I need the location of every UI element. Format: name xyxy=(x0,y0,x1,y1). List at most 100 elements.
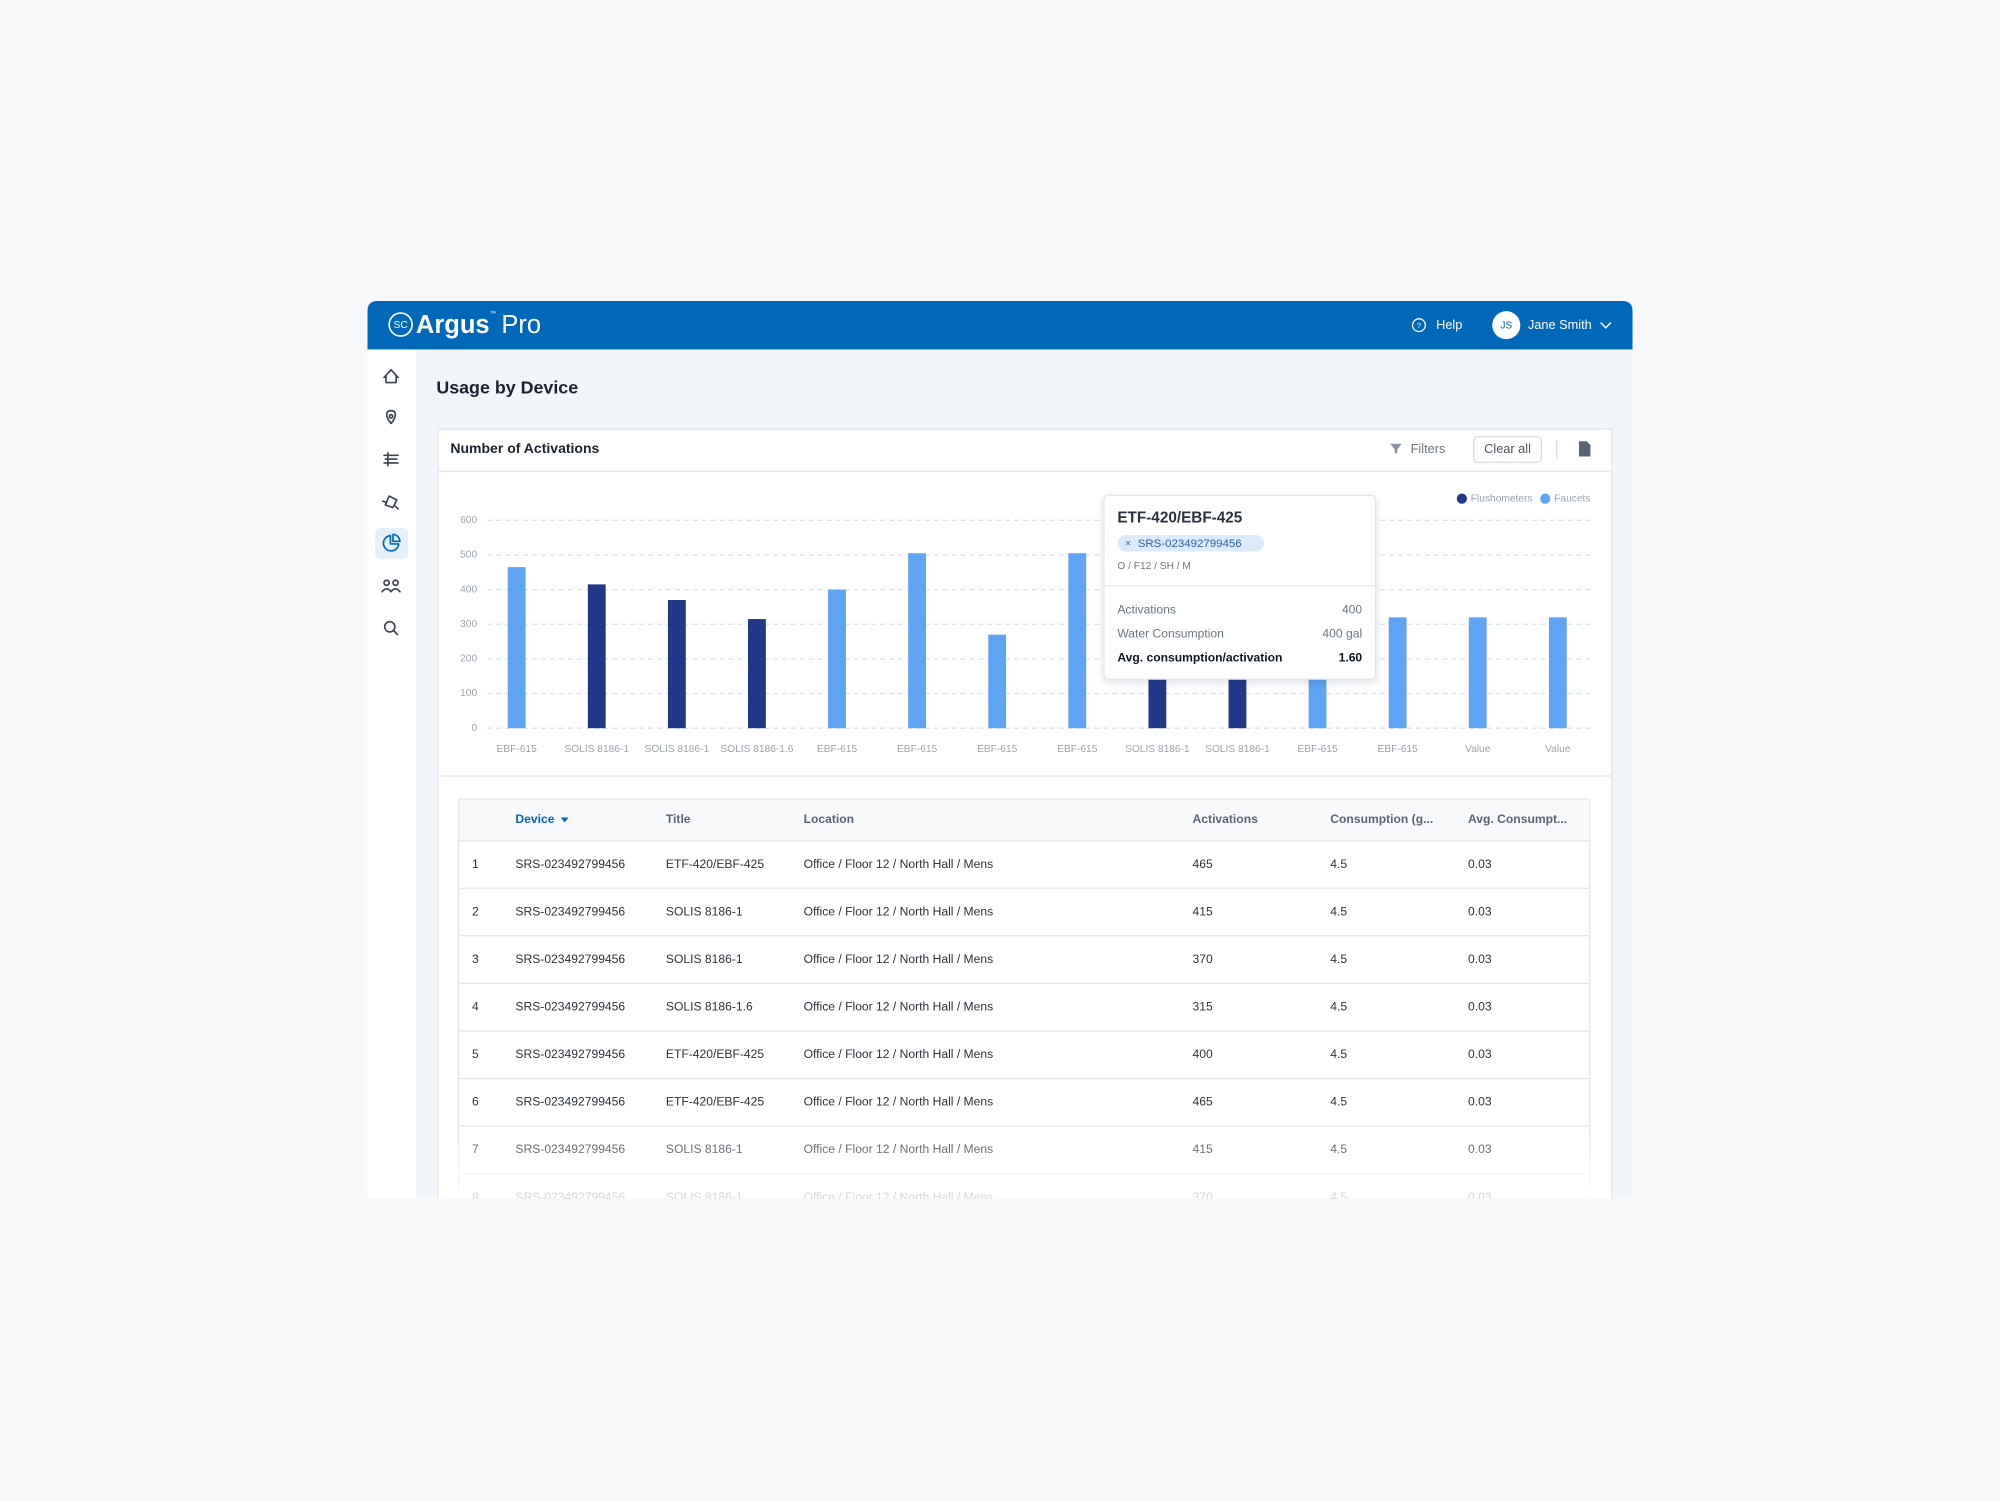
tooltip-row-value: 400 xyxy=(1342,602,1362,616)
table-cell: 465 xyxy=(1193,857,1213,871)
table-cell: SRS-023492799456 xyxy=(515,1047,625,1061)
sort-caret[interactable] xyxy=(560,817,569,823)
table-cell: SOLIS 8186-1.6 xyxy=(666,1000,753,1014)
clear-all-label: Clear all xyxy=(1484,441,1531,456)
table-cell: 6 xyxy=(472,1095,479,1109)
nav-devices[interactable] xyxy=(383,451,399,467)
filters-button[interactable]: Filters xyxy=(1411,441,1446,456)
y-tick-label: 500 xyxy=(460,550,477,561)
bar[interactable] xyxy=(1548,617,1567,729)
x-tick-label: Value xyxy=(1465,744,1491,755)
logo-suffix: Pro xyxy=(501,311,541,339)
bar[interactable] xyxy=(507,567,526,729)
table-cell: ETF-420/EBF-425 xyxy=(666,1095,765,1109)
legend-swatch xyxy=(1540,493,1551,504)
export-button[interactable] xyxy=(1578,441,1591,457)
table-cell: SOLIS 8186-1 xyxy=(666,904,743,918)
logo-badge-ring xyxy=(388,312,413,337)
legend-label: Faucets xyxy=(1554,493,1590,504)
table-cell: 0.03 xyxy=(1468,952,1492,966)
page-title: Usage by Device xyxy=(436,378,578,398)
table-cell: SOLIS 8186-1 xyxy=(666,952,743,966)
x-tick-label: EBF-615 xyxy=(1057,744,1098,755)
x-tick-label: EBF-615 xyxy=(897,744,938,755)
help-link[interactable]: Help xyxy=(1436,317,1462,332)
bar[interactable] xyxy=(908,553,927,729)
tooltip-rows: Activations 400 Water Consumption 400 gal Av… xyxy=(1117,602,1362,664)
table-cell: 4 xyxy=(472,1000,479,1014)
table-cell: 3 xyxy=(472,952,479,966)
column-header[interactable]: Device xyxy=(515,812,554,826)
table-cell: SRS-023492799456 xyxy=(515,904,625,918)
bar[interactable] xyxy=(988,634,1007,729)
x-tick-label: EBF-615 xyxy=(497,744,538,755)
avatar[interactable] xyxy=(1492,311,1521,340)
chip-remove[interactable]: × xyxy=(1125,539,1131,550)
column-header[interactable]: Location xyxy=(804,812,854,826)
logo-mark: ™ xyxy=(490,310,496,317)
x-tick-label: EBF-615 xyxy=(1297,744,1338,755)
filter-icon xyxy=(1390,443,1402,454)
nav-locations[interactable] xyxy=(385,409,397,425)
sidebar xyxy=(367,349,416,1199)
table-cell: Office / Floor 12 / North Hall / Mens xyxy=(804,904,994,918)
y-tick-label: 600 xyxy=(460,515,477,526)
avatar-initials: JS xyxy=(1500,321,1512,332)
nav-alerts[interactable] xyxy=(381,495,399,510)
user-name[interactable]: Jane Smith xyxy=(1528,317,1592,332)
y-tick-label: 100 xyxy=(460,688,477,699)
bar[interactable] xyxy=(1068,553,1087,729)
nav-search[interactable] xyxy=(383,620,399,636)
table-cell: 0.03 xyxy=(1468,857,1492,871)
column-header[interactable]: Consumption (g... xyxy=(1330,812,1433,826)
scroll-fade xyxy=(438,1122,1611,1199)
table-row[interactable] xyxy=(459,1032,1589,1079)
table-cell: SRS-023492799456 xyxy=(515,1000,625,1014)
clear-all-button[interactable] xyxy=(1473,436,1542,463)
tooltip-row-label: Activations xyxy=(1117,602,1176,616)
y-tick-label: 200 xyxy=(460,654,477,665)
table-header xyxy=(459,799,1590,841)
nav-home[interactable] xyxy=(383,369,399,384)
table-row[interactable] xyxy=(459,937,1589,984)
help-icon[interactable] xyxy=(1411,318,1426,333)
x-tick-label: SOLIS 8186-1 xyxy=(1205,744,1270,755)
bar[interactable] xyxy=(1468,617,1487,729)
user-menu-chevron[interactable] xyxy=(1600,322,1612,329)
table-cell: Office / Floor 12 / North Hall / Mens xyxy=(804,1000,994,1014)
table-cell: SRS-023492799456 xyxy=(515,1095,625,1109)
bar[interactable] xyxy=(1388,617,1407,729)
top-bar xyxy=(367,300,1633,350)
table-cell: SRS-023492799456 xyxy=(515,952,625,966)
nav-reports[interactable] xyxy=(382,533,401,552)
table-cell: 4.5 xyxy=(1330,904,1347,918)
bar[interactable] xyxy=(748,619,766,729)
tooltip-row-value: 400 gal xyxy=(1322,626,1362,640)
tooltip-row-label: Avg. consumption/activation xyxy=(1117,650,1282,664)
bar[interactable] xyxy=(667,599,686,729)
nav-users[interactable] xyxy=(381,579,401,593)
column-header[interactable]: Avg. Consumpt... xyxy=(1468,812,1567,826)
table-row[interactable] xyxy=(459,984,1589,1031)
help-icon-glyph: ? xyxy=(1417,321,1421,330)
bar[interactable] xyxy=(828,589,846,729)
table-cell: 2 xyxy=(472,904,479,918)
tooltip-chip[interactable] xyxy=(1117,534,1264,552)
column-header[interactable]: Title xyxy=(666,812,691,826)
table-cell: 4.5 xyxy=(1330,1000,1347,1014)
table-cell: Office / Floor 12 / North Hall / Mens xyxy=(804,1095,994,1109)
column-header[interactable]: Activations xyxy=(1193,812,1259,826)
table-cell: 1 xyxy=(472,857,479,871)
legend-label: Flushometers xyxy=(1471,493,1533,504)
table-cell: 415 xyxy=(1193,904,1213,918)
table-cell: 370 xyxy=(1193,952,1213,966)
table-cell: 315 xyxy=(1193,1000,1213,1014)
table-cell: 4.5 xyxy=(1330,1095,1347,1109)
x-tick-label: EBF-615 xyxy=(977,744,1018,755)
table-cell: ETF-420/EBF-425 xyxy=(666,857,765,871)
bar[interactable] xyxy=(587,584,606,729)
table-row[interactable] xyxy=(459,1080,1589,1127)
tooltip-title: ETF-420/EBF-425 xyxy=(1117,509,1242,526)
table-row[interactable] xyxy=(459,889,1589,936)
table-row[interactable] xyxy=(459,842,1589,889)
